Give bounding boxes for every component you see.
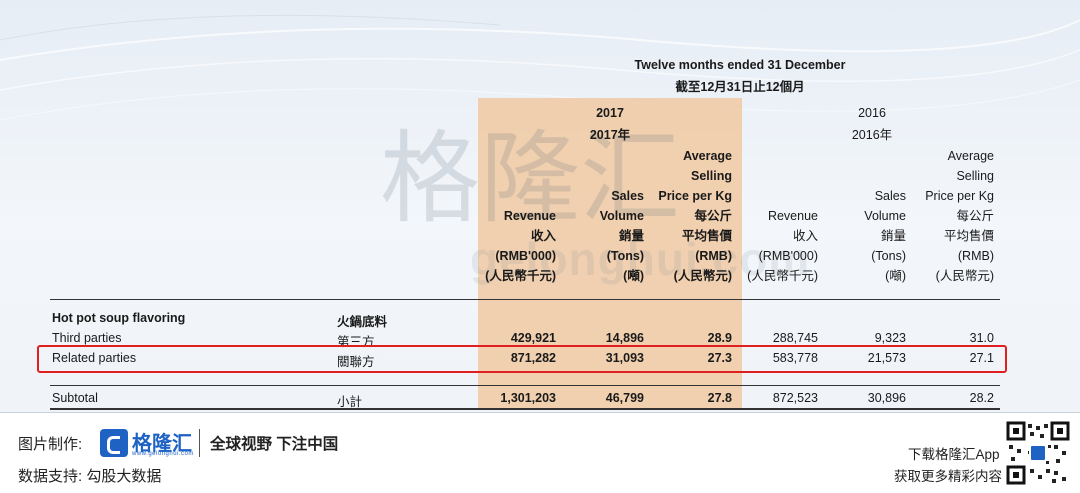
- section-label-en: Hot pot soup flavoring: [52, 311, 186, 325]
- col-2017-price-header: Average Selling Price per Kg 每公斤 平均售價 (R…: [658, 149, 732, 283]
- year-2017: 2017: [596, 106, 624, 120]
- related-parties-highlight-box: [37, 345, 1007, 373]
- qr-code[interactable]: [1006, 421, 1070, 485]
- gelonghui-logo-icon[interactable]: [100, 429, 128, 457]
- col-2016-revenue-header: Revenue 收入 (RMB'000) (人民幣千元): [747, 209, 818, 283]
- period-zh: 截至12月31日止12個月: [675, 80, 805, 94]
- made-by-label: 图片制作:: [18, 436, 83, 453]
- footer: 图片制作: 格隆汇 www.gelonghui.com 全球视野 下注中国 数据…: [0, 413, 1080, 493]
- section-label-zh: 火鍋底料: [337, 315, 388, 329]
- header-rule: [50, 299, 1000, 300]
- slogan: 全球视野 下注中国: [210, 436, 339, 453]
- data-support: 数据支持: 勾股大数据: [18, 468, 162, 485]
- year-2016: 2016: [858, 106, 886, 120]
- col-2016-price-header: Average Selling Price per Kg 每公斤 平均售價 (R…: [925, 149, 994, 283]
- qr-logo-icon: [1029, 444, 1047, 462]
- footer-divider: [199, 429, 200, 457]
- download-app-text[interactable]: 下载格隆汇App: [908, 447, 1000, 462]
- logo-name[interactable]: 格隆汇: [132, 433, 192, 455]
- col-2017-volume-header: Sales Volume 銷量 (Tons) (噸): [599, 189, 644, 283]
- col-2016-volume-header: Sales Volume 銷量 (Tons) (噸): [864, 189, 906, 283]
- more-content-text: 获取更多精彩内容: [894, 469, 1002, 484]
- year-2016-zh: 2016年: [851, 128, 893, 142]
- footer-separator: [0, 412, 1080, 413]
- year-2017-zh: 2017年: [589, 128, 631, 142]
- bottom-rule: [50, 408, 1000, 410]
- qr-code-icon: [1006, 421, 1070, 485]
- subtotal-rule: [50, 385, 1000, 386]
- highlight-2017-column: [478, 98, 742, 410]
- logo-url: www.gelonghui.com: [132, 451, 194, 457]
- period-en: Twelve months ended 31 December: [634, 58, 846, 72]
- col-2017-revenue-header: Revenue 收入 (RMB'000) (人民幣千元): [485, 209, 556, 283]
